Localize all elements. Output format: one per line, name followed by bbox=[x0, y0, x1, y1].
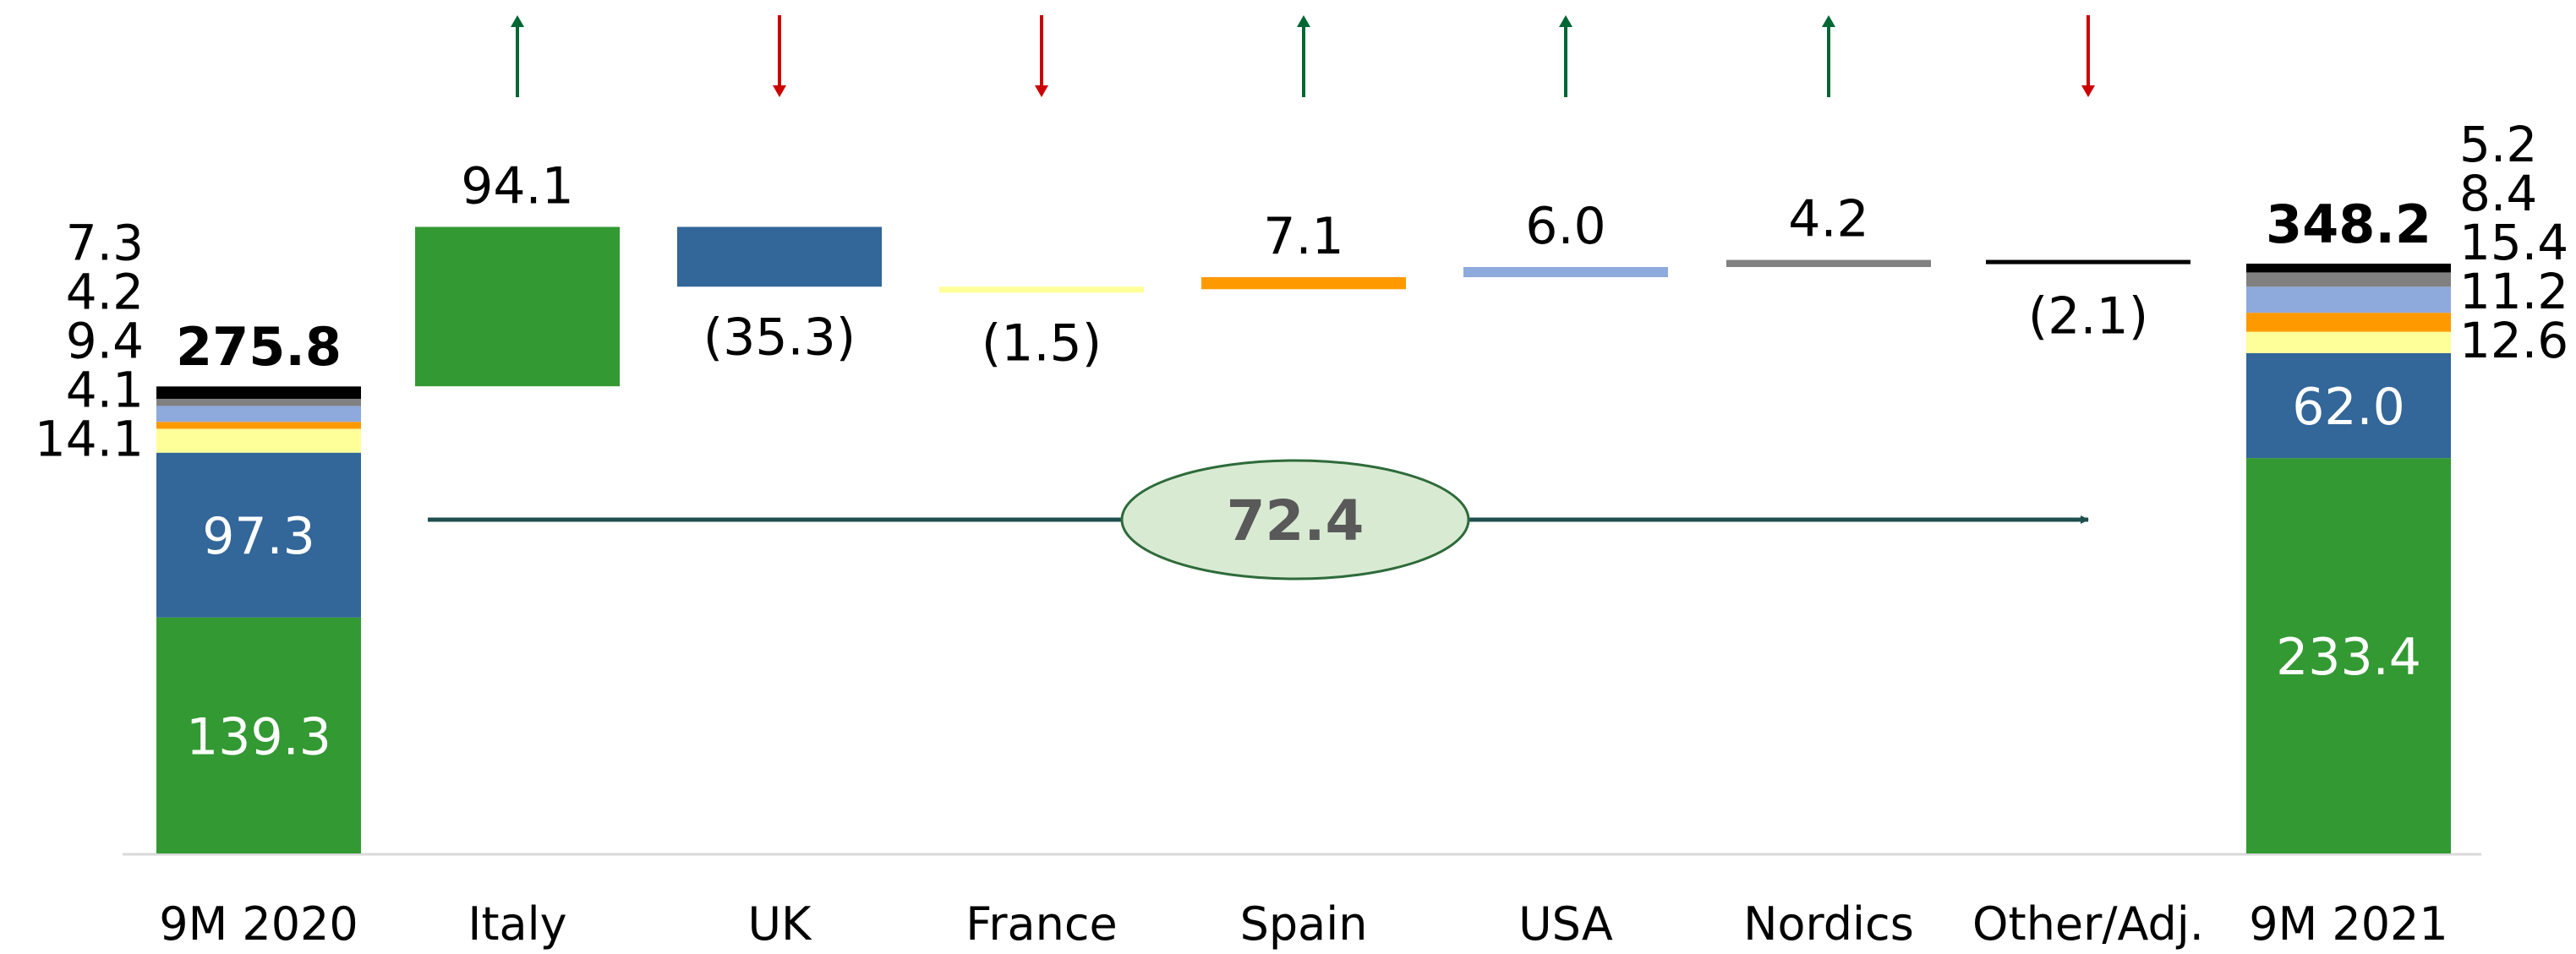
segment-value-label: 9.4 bbox=[66, 313, 144, 370]
change-value-label: 4.2 bbox=[1788, 190, 1868, 249]
change-value-label: (1.5) bbox=[982, 313, 1102, 373]
bar-segment-other bbox=[2246, 264, 2451, 273]
change-bar-nordics bbox=[1726, 259, 1931, 268]
x-tick-label: UK bbox=[748, 897, 813, 951]
segment-value-label: 4.1 bbox=[66, 362, 144, 419]
x-tick-label: Other/Adj. bbox=[1972, 897, 2204, 951]
x-tick-label: 9M 2020 bbox=[159, 897, 358, 951]
segment-value-label: 15.4 bbox=[2459, 214, 2568, 271]
change-bar-france bbox=[939, 286, 1144, 293]
bar-segment-other bbox=[156, 386, 361, 399]
x-tick-label: USA bbox=[1518, 897, 1613, 951]
bar-segment-uk bbox=[2246, 352, 2451, 459]
segment-value-label: 233.4 bbox=[2276, 628, 2421, 687]
bar-segment-nordics bbox=[2246, 272, 2451, 287]
increase-arrowhead bbox=[511, 15, 524, 27]
change-bar-italy bbox=[415, 226, 620, 387]
segment-value-label: 62.0 bbox=[2292, 378, 2405, 437]
bar-segment-usa bbox=[2246, 286, 2451, 313]
segment-value-label: 4.2 bbox=[66, 264, 144, 321]
x-tick-label: 9M 2021 bbox=[2249, 897, 2448, 951]
increase-arrowhead bbox=[1822, 15, 1835, 27]
change-value-label: (2.1) bbox=[2028, 287, 2148, 346]
change-bar-uk bbox=[677, 226, 882, 287]
change-bar-other bbox=[1986, 259, 2190, 264]
bar-segment-usa bbox=[156, 406, 361, 422]
x-tick-label: Nordics bbox=[1743, 897, 1914, 951]
segment-value-label: 14.1 bbox=[35, 411, 144, 468]
decrease-arrowhead bbox=[1035, 85, 1048, 97]
change-value-label: 7.1 bbox=[1263, 207, 1343, 266]
bar-segment-france bbox=[156, 428, 361, 453]
decrease-arrowhead bbox=[773, 85, 786, 97]
segment-value-label: 5.2 bbox=[2459, 116, 2537, 173]
change-bar-spain bbox=[1201, 277, 1406, 290]
increase-arrowhead bbox=[1297, 15, 1310, 27]
segment-value-label: 11.2 bbox=[2459, 263, 2568, 320]
segment-value-label: 97.3 bbox=[202, 507, 315, 566]
net-change-oval bbox=[1120, 459, 1470, 581]
bar-segment-spain bbox=[2246, 313, 2451, 332]
bar-segment-nordics bbox=[156, 398, 361, 406]
bar-segment-france bbox=[2246, 331, 2451, 353]
change-value-label: 94.1 bbox=[461, 157, 574, 216]
net-change-label: 72.4 bbox=[1227, 488, 1365, 553]
bar-segment-uk bbox=[156, 452, 361, 618]
total-value-label: 275.8 bbox=[176, 316, 342, 378]
change-bar-usa bbox=[1463, 267, 1668, 278]
increase-arrowhead bbox=[1559, 15, 1572, 27]
bar-segment-italy bbox=[2246, 458, 2451, 853]
total-value-label: 348.2 bbox=[2266, 194, 2431, 255]
decrease-arrowhead bbox=[2081, 85, 2095, 97]
x-tick-label: Spain bbox=[1240, 897, 1368, 951]
segment-value-label: 8.4 bbox=[2459, 165, 2537, 222]
x-tick-label: Italy bbox=[468, 897, 566, 951]
segment-value-label: 12.6 bbox=[2459, 312, 2568, 369]
change-value-label: (35.3) bbox=[703, 308, 856, 367]
bar-segment-spain bbox=[156, 422, 361, 429]
x-tick-label: France bbox=[965, 897, 1118, 951]
bar-segment-italy bbox=[156, 617, 361, 853]
change-value-label: 6.0 bbox=[1525, 197, 1605, 256]
segment-value-label: 139.3 bbox=[186, 707, 331, 766]
segment-value-label: 7.3 bbox=[66, 215, 144, 272]
